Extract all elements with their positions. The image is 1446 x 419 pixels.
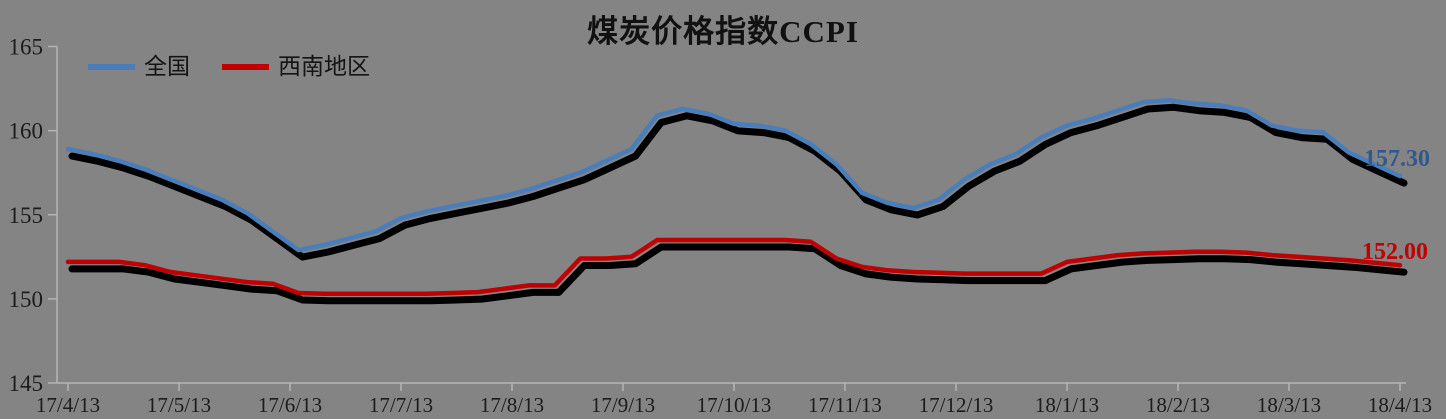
series-shadow xyxy=(68,103,1408,261)
series-line xyxy=(65,98,1403,253)
x-tick-label: 17/10/13 xyxy=(697,393,772,417)
x-tick-label: 17/12/13 xyxy=(919,393,994,417)
y-tick-label: 165 xyxy=(9,35,44,60)
legend-label-national: 全国 xyxy=(144,54,190,79)
y-tick-label: 150 xyxy=(9,287,44,312)
series-line xyxy=(65,237,1403,297)
y-tick-label: 145 xyxy=(9,371,44,396)
x-tick-label: 17/6/13 xyxy=(258,393,322,417)
y-tick-label: 160 xyxy=(9,119,44,144)
chart-title: 煤炭价格指数CCPI xyxy=(587,14,859,49)
series-全国 xyxy=(65,98,1408,261)
legend-item-southwest: 西南地区 xyxy=(222,55,370,78)
x-tick-label: 18/3/13 xyxy=(1257,393,1321,417)
x-tick-label: 17/11/13 xyxy=(808,393,882,417)
x-tick-label: 17/4/13 xyxy=(36,393,100,417)
national-series-swatch xyxy=(88,63,135,70)
end-value-label-southwest: 152.00 xyxy=(1362,239,1428,265)
x-tick-label: 17/9/13 xyxy=(591,393,655,417)
x-tick-label: 18/4/13 xyxy=(1368,393,1432,417)
y-tick-label: 155 xyxy=(9,203,44,228)
southwest-series-swatch xyxy=(222,63,269,70)
series-西南地区 xyxy=(65,237,1408,305)
x-tick-label: 17/5/13 xyxy=(147,393,211,417)
legend-label-southwest: 西南地区 xyxy=(278,54,370,79)
x-tick-label: 17/7/13 xyxy=(369,393,433,417)
chart-legend: 全国 西南地区 xyxy=(88,55,370,78)
legend-item-national: 全国 xyxy=(88,55,190,78)
x-tick-label: 18/1/13 xyxy=(1035,393,1099,417)
x-tick-label: 18/2/13 xyxy=(1146,393,1210,417)
x-tick-label: 17/8/13 xyxy=(480,393,544,417)
series-shadow xyxy=(68,243,1408,305)
end-value-label-national: 157.30 xyxy=(1364,146,1430,172)
